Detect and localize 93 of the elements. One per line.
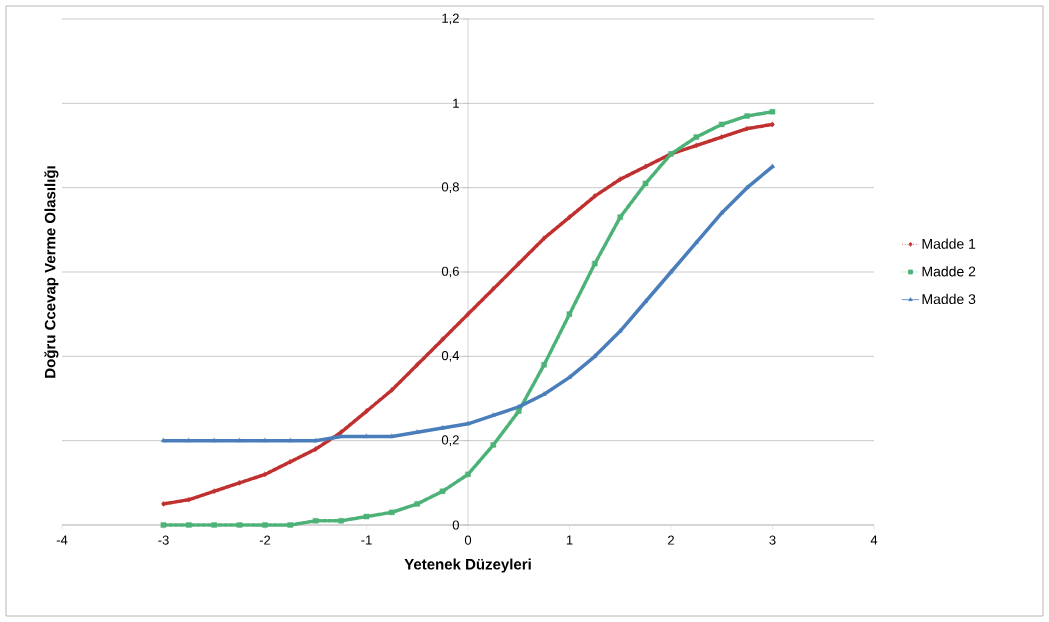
x-tick-label: -1 (361, 535, 372, 545)
point (161, 501, 166, 507)
point (744, 184, 750, 190)
point (618, 176, 623, 182)
point (592, 260, 598, 267)
y-axis-title: Doğru Ccevap Verme Olasılığı (44, 166, 59, 378)
point (414, 501, 420, 507)
point (363, 513, 370, 520)
x-tick-label: -3 (158, 535, 169, 545)
point (592, 353, 598, 358)
point (465, 471, 471, 478)
y-tick-label: 0,4 (441, 350, 460, 362)
point (719, 134, 724, 140)
point (745, 125, 750, 132)
point (415, 362, 420, 368)
point (389, 433, 395, 438)
y-tick-label: 0,2 (441, 435, 459, 447)
point (566, 311, 573, 317)
point (491, 286, 496, 292)
point (364, 433, 369, 438)
point (516, 408, 522, 414)
point (642, 180, 649, 187)
point (516, 260, 521, 267)
y-tick-label: 0,8 (441, 182, 459, 194)
point (643, 298, 648, 303)
point (719, 210, 725, 215)
point (541, 391, 547, 396)
point (389, 387, 394, 393)
legend-label: Madde 1 (922, 238, 976, 249)
point (770, 121, 775, 128)
point (262, 437, 268, 443)
point (236, 522, 243, 528)
point (338, 433, 344, 438)
point (668, 269, 674, 274)
point (186, 437, 192, 443)
point (439, 488, 446, 494)
point (567, 214, 572, 220)
point (161, 437, 166, 443)
point (567, 374, 572, 379)
point (719, 121, 725, 128)
point (288, 459, 293, 465)
point (186, 522, 192, 528)
point (288, 437, 293, 443)
x-tick-label: 0 (464, 535, 472, 545)
point (313, 437, 319, 443)
y-tick-label: 1,2 (442, 13, 459, 25)
y-tick-label: 0,6 (441, 266, 459, 278)
point (643, 163, 648, 170)
point (694, 142, 699, 149)
point (211, 437, 217, 443)
point (364, 408, 369, 414)
point (592, 193, 597, 199)
point (313, 518, 319, 524)
point (744, 113, 750, 119)
point (287, 522, 294, 528)
point (490, 442, 497, 448)
y-tick-label: 0 (452, 520, 459, 530)
point (212, 488, 217, 494)
point (338, 518, 344, 524)
point (440, 425, 445, 430)
x-tick-label: 1 (566, 535, 573, 545)
point (465, 421, 471, 426)
point (262, 471, 268, 478)
y-tick-label: 1 (453, 98, 459, 108)
point (160, 522, 167, 528)
point (770, 163, 775, 169)
point (186, 497, 191, 503)
point (237, 437, 242, 443)
legend-label: Madde 3 (922, 293, 976, 305)
point (516, 404, 522, 409)
x-tick-label: 2 (668, 535, 674, 545)
point (542, 235, 547, 241)
point (465, 311, 471, 317)
point (313, 446, 318, 452)
point (211, 522, 217, 528)
x-tick-label: 4 (870, 535, 878, 545)
x-tick-label: 3 (769, 535, 776, 545)
point (339, 429, 344, 435)
x-axis-title: Yetenek Düzeyleri (404, 558, 531, 573)
point (237, 480, 242, 486)
point (491, 412, 496, 417)
point (694, 239, 699, 244)
x-tick-label: -4 (56, 535, 68, 545)
point (541, 362, 547, 368)
point (389, 509, 395, 516)
point (693, 134, 700, 140)
x-tick-label: -2 (259, 535, 271, 545)
point (617, 214, 623, 220)
point (617, 328, 623, 333)
legend-label: Madde 2 (922, 266, 976, 277)
point (769, 109, 776, 115)
point (262, 522, 268, 528)
point (440, 336, 445, 343)
